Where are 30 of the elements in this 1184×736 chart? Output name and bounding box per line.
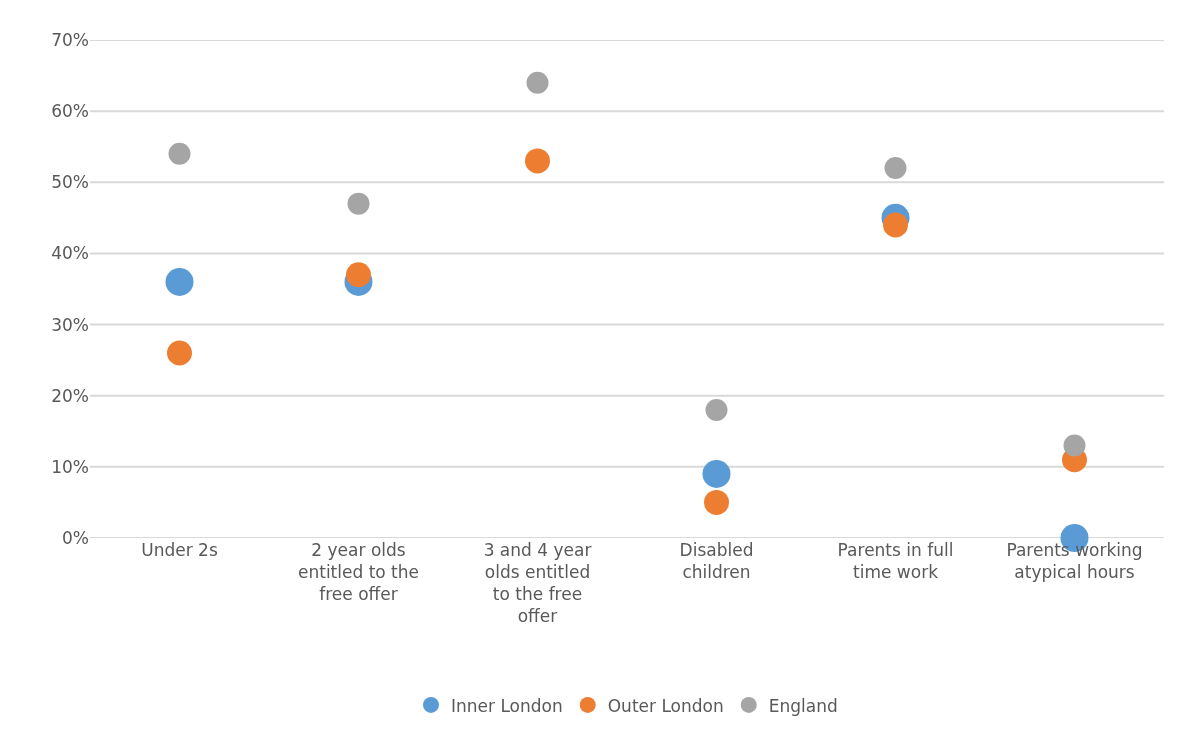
point — [883, 212, 908, 238]
legend-label: Outer London — [607, 695, 724, 716]
point — [1063, 434, 1086, 457]
x-tick-label: 2 year olds entitled to the free offer — [297, 540, 420, 605]
y-tick-label: 40% — [51, 243, 89, 264]
legend-label: England — [768, 695, 838, 716]
point — [526, 71, 549, 94]
point — [525, 148, 550, 174]
x-tick-label: Parents working atypical hours — [1006, 540, 1143, 583]
point — [168, 142, 191, 165]
legend-label: Inner London — [451, 695, 563, 716]
x-tick-label: Parents in full time work — [837, 540, 954, 583]
y-tick-label: 20% — [51, 385, 89, 406]
x-tick-label: 3 and 4 year olds entitled to the free offer — [483, 540, 592, 627]
y-tick-label: 70% — [51, 29, 89, 50]
x-tick-label: Disabled children — [679, 540, 754, 583]
x-tick-label: Under 2s — [141, 540, 218, 560]
point — [165, 267, 194, 296]
y-tick-label: 10% — [51, 456, 89, 477]
y-tick-label: 30% — [51, 314, 89, 335]
y-tick-label: 0% — [62, 527, 89, 548]
point — [702, 459, 731, 488]
y-tick-label: 60% — [51, 101, 89, 122]
point — [347, 192, 370, 215]
point — [704, 489, 729, 515]
y-tick-label: 50% — [51, 172, 89, 193]
point — [884, 157, 907, 180]
point — [346, 262, 371, 288]
point — [167, 340, 192, 366]
point — [705, 398, 728, 421]
